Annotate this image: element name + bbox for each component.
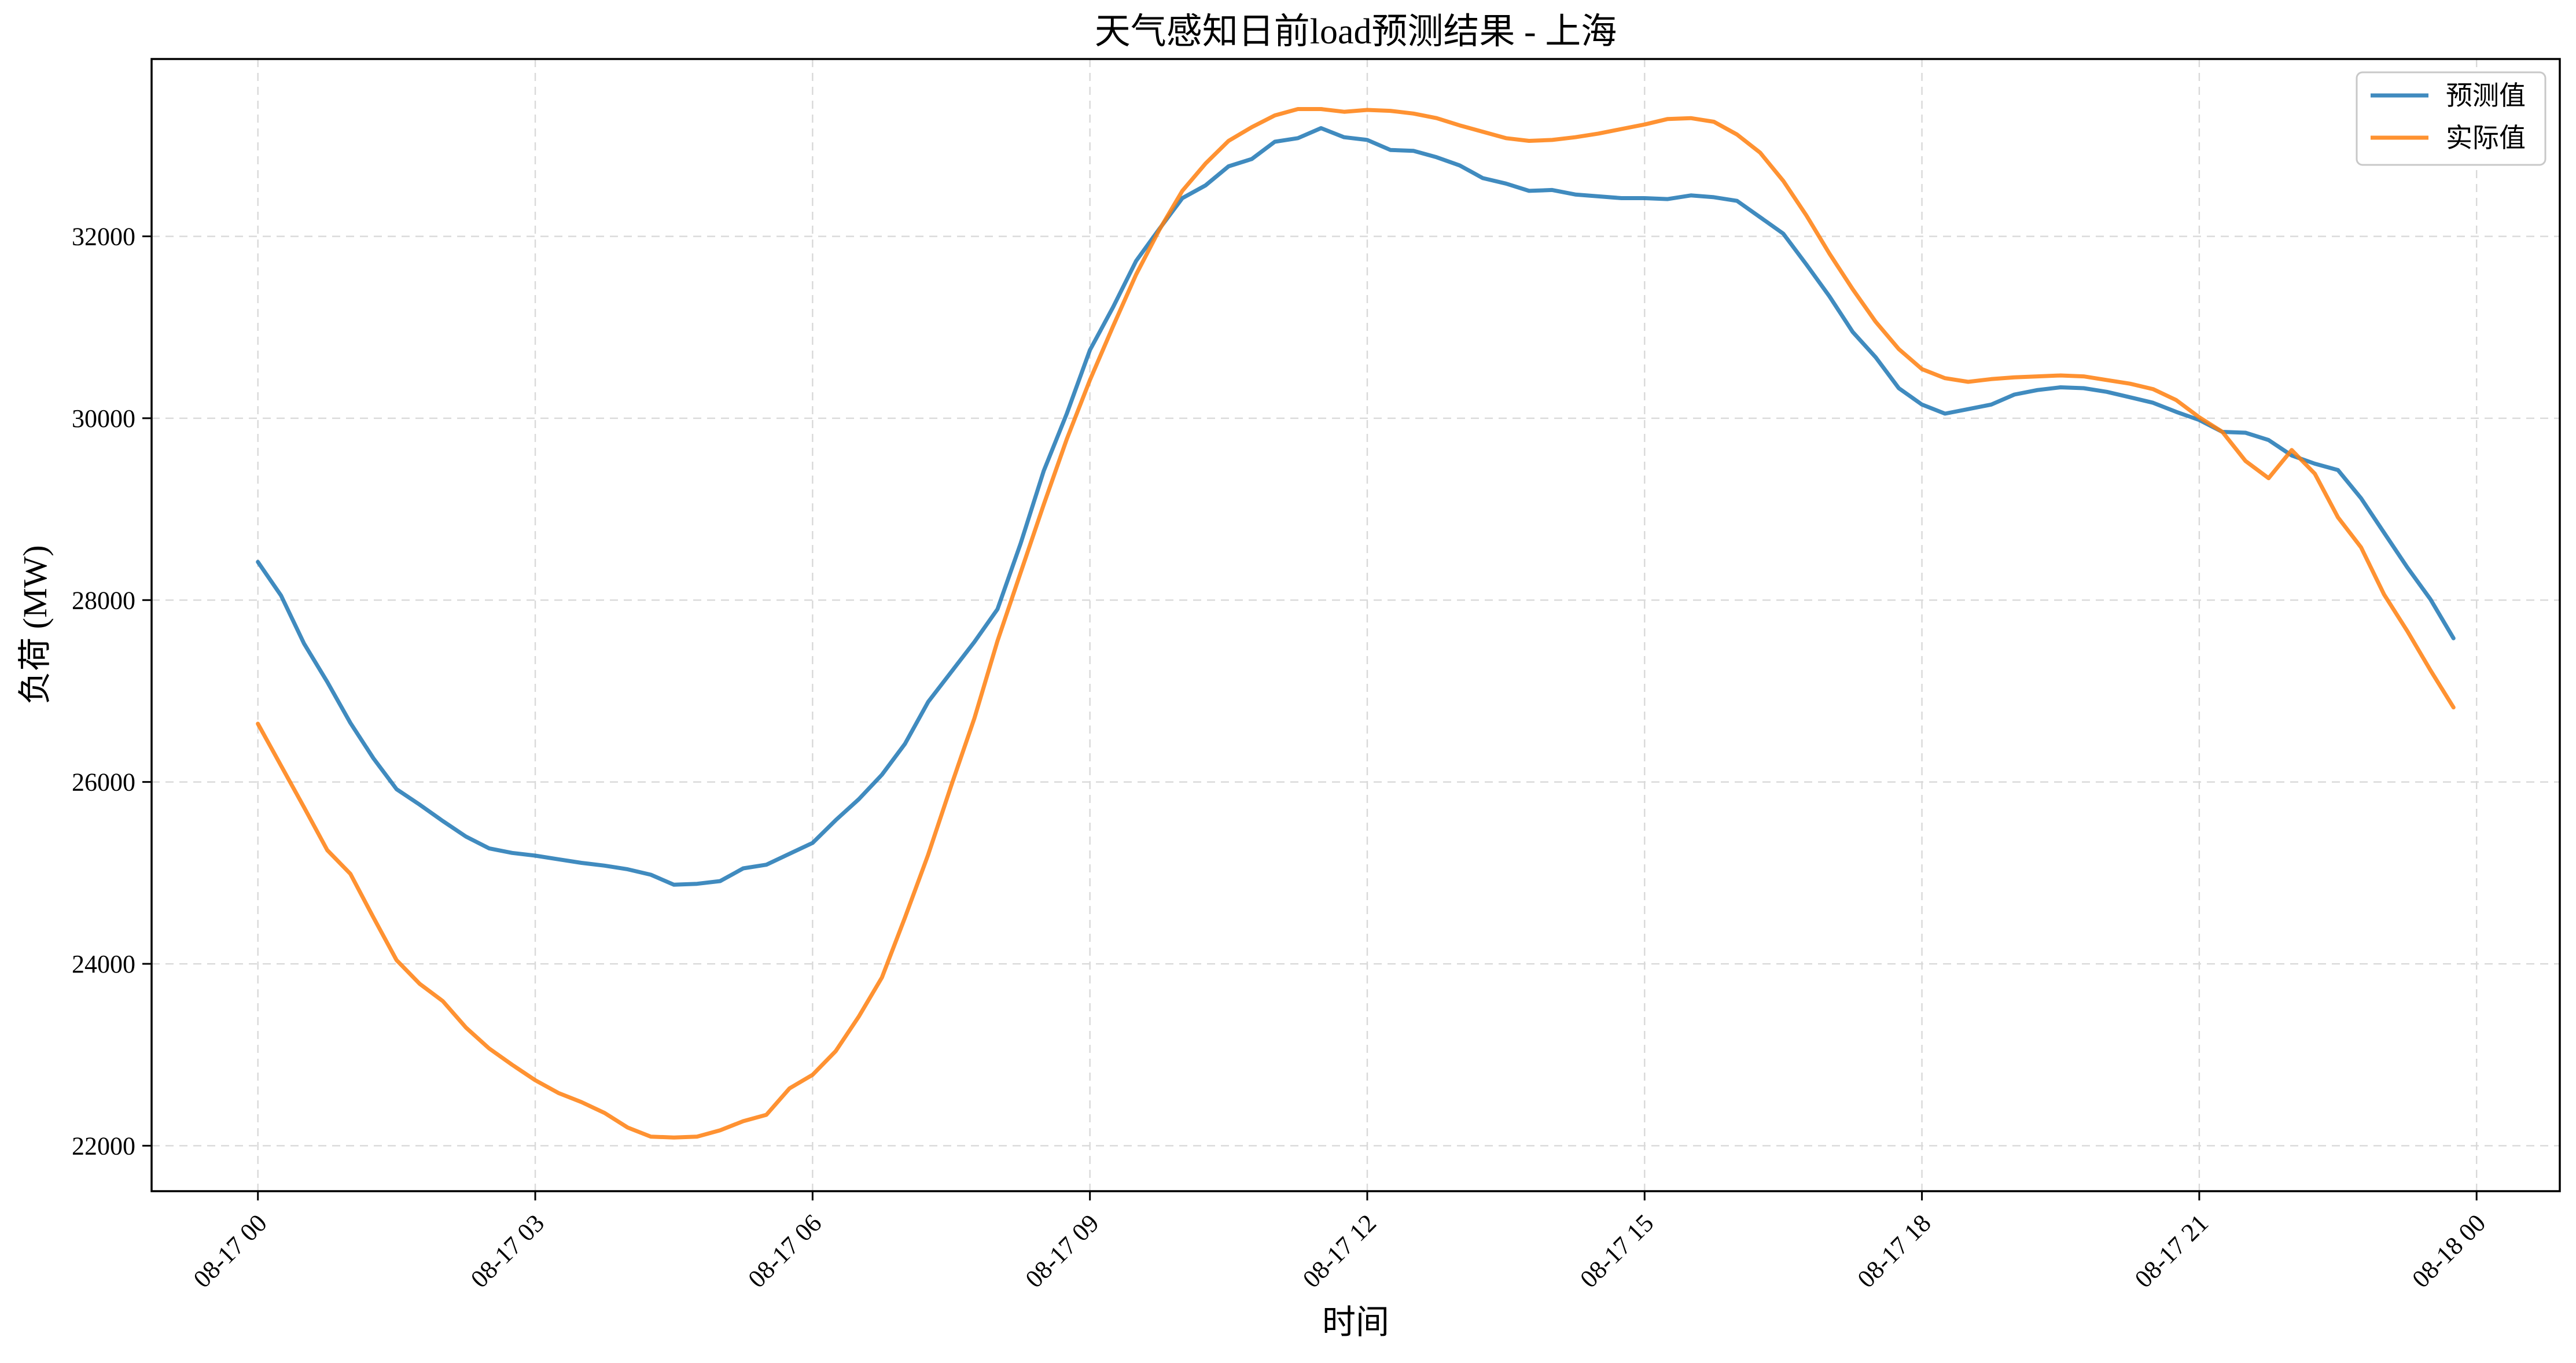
- y-tick-label: 32000: [72, 223, 135, 251]
- y-axis-ticks: 22000 24000 26000 28000 30000 32000: [72, 223, 152, 1160]
- grid: [152, 59, 2560, 1191]
- y-tick-label: 28000: [72, 586, 135, 614]
- chart-title: 天气感知日前load预测结果 - 上海: [1095, 12, 1617, 51]
- actual-series-line: [256, 107, 2456, 1140]
- y-tick-label: 30000: [72, 404, 135, 433]
- x-axis-label: 时间: [1322, 1303, 1389, 1341]
- legend-label-forecast: 预测值: [2446, 81, 2526, 110]
- y-tick-label: 26000: [72, 768, 135, 797]
- forecast-series-line: [256, 126, 2456, 887]
- plot-frame: [150, 58, 2561, 1192]
- legend-label-actual: 实际值: [2446, 123, 2526, 153]
- y-tick-label: 24000: [72, 950, 135, 978]
- series-group: [256, 107, 2456, 1140]
- y-axis-label: 负荷 (MW): [16, 545, 54, 704]
- legend: 预测值 实际值: [2356, 71, 2546, 166]
- y-tick-label: 22000: [72, 1132, 135, 1160]
